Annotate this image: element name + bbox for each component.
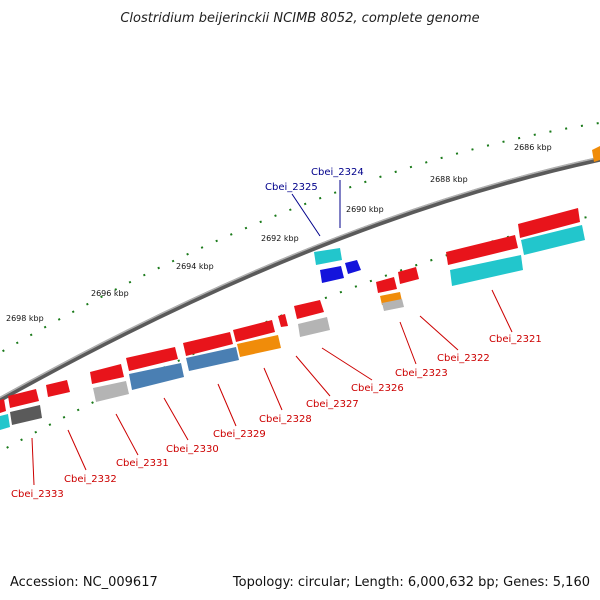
footer-summary: Topology: circular; Length: 6,000,632 bp… (232, 575, 590, 590)
label-leader-lines (31, 180, 513, 486)
gene-label-cbei-2330[interactable]: Cbei_2330 (166, 444, 219, 455)
gene-cbei-2325-cyan (314, 248, 342, 265)
gene-cbei-2321-a (518, 208, 580, 238)
gene-label-cbei-2324[interactable]: Cbei_2324 (311, 167, 364, 178)
leader-cbei-2325 (291, 193, 321, 237)
gene-cbei-2322-a (446, 235, 518, 265)
gene-label-cbei-2321[interactable]: Cbei_2321 (489, 334, 542, 345)
leader-cbei-2321 (491, 289, 513, 333)
outer-tick-ring (0, 121, 600, 354)
gene-orange-edge (592, 146, 600, 162)
tick-label-2696: 2696 kbp (91, 289, 129, 298)
gene-cbei-2329-red (183, 332, 233, 356)
leader-cbei-2327 (295, 355, 331, 397)
gene-label-cbei-2326[interactable]: Cbei_2326 (351, 383, 404, 394)
gene-edge-red (0, 399, 6, 413)
reverse-strand-genes (0, 225, 585, 430)
gene-label-cbei-2332[interactable]: Cbei_2332 (64, 474, 117, 485)
gene-cbei-2333-red (8, 389, 39, 408)
gene-label-cbei-2333[interactable]: Cbei_2333 (11, 489, 64, 500)
leader-cbei-2332 (67, 429, 87, 471)
gene-cbei-2332-red (46, 380, 70, 397)
gene-cbei-2322-cyan (450, 255, 523, 286)
gene-cbei-2330-red (126, 347, 178, 371)
gene-cbei-2333-darkgrey (10, 405, 42, 425)
leader-cbei-2328 (263, 367, 283, 411)
leader-cbei-2331 (115, 413, 139, 456)
genome-backbone (0, 156, 600, 403)
tick-label-2698: 2698 kbp (6, 314, 44, 323)
gene-cbei-2331-grey (93, 381, 129, 402)
gene-cbei-2326-red (294, 300, 324, 319)
tick-label-2694: 2694 kbp (176, 262, 214, 271)
tick-label-2692: 2692 kbp (261, 234, 299, 243)
gene-label-cbei-2325[interactable]: Cbei_2325 (265, 182, 318, 193)
leader-cbei-2333 (31, 437, 35, 486)
gene-cbei-2329-steelblue (186, 347, 239, 371)
gene-tiny-red (278, 314, 288, 327)
tick-label-2686: 2686 kbp (514, 143, 552, 152)
gene-cbei-2321-cyan (521, 225, 585, 255)
genome-backbone-highlight (0, 156, 600, 399)
gene-label-cbei-2331[interactable]: Cbei_2331 (116, 458, 169, 469)
gene-cbei-2323-red (376, 277, 397, 293)
leader-cbei-2329 (217, 383, 237, 427)
tick-label-2690: 2690 kbp (346, 205, 384, 214)
gene-small-red-a (398, 267, 419, 284)
gene-cbei-2323-grey (382, 299, 404, 311)
gene-cbei-2325-blue (320, 266, 344, 283)
gene-labels: Cbei_2324 Cbei_2325 Cbei_2321 Cbei_2322 … (11, 167, 542, 500)
leader-cbei-2323 (399, 321, 417, 365)
forward-strand-genes (0, 146, 600, 413)
gene-cbei-2324-blue (345, 260, 361, 274)
gene-label-cbei-2322[interactable]: Cbei_2322 (437, 353, 490, 364)
leader-cbei-2322 (419, 315, 459, 351)
gene-label-cbei-2323[interactable]: Cbei_2323 (395, 368, 448, 379)
gene-cbei-2330-steelblue (129, 363, 184, 390)
gene-cbei-2328-red (233, 320, 275, 342)
leader-cbei-2326 (321, 347, 373, 381)
leader-cbei-2330 (163, 397, 189, 441)
gene-label-cbei-2329[interactable]: Cbei_2329 (213, 429, 266, 440)
gene-cbei-2333-cyan (0, 414, 10, 430)
tick-label-2688: 2688 kbp (430, 175, 468, 184)
gene-cbei-2328-orange (237, 335, 281, 357)
gene-cbei-2331-red (90, 364, 124, 384)
map-title: Clostridium beijerinckii NCIMB 8052, com… (120, 11, 479, 26)
footer-accession: Accession: NC_009617 (10, 575, 158, 590)
gene-label-cbei-2328[interactable]: Cbei_2328 (259, 414, 312, 425)
gene-label-cbei-2327[interactable]: Cbei_2327 (306, 399, 359, 410)
gene-cbei-2327-grey (298, 317, 330, 337)
tick-labels: 2686 kbp 2688 kbp 2690 kbp 2692 kbp 2694… (6, 143, 552, 323)
